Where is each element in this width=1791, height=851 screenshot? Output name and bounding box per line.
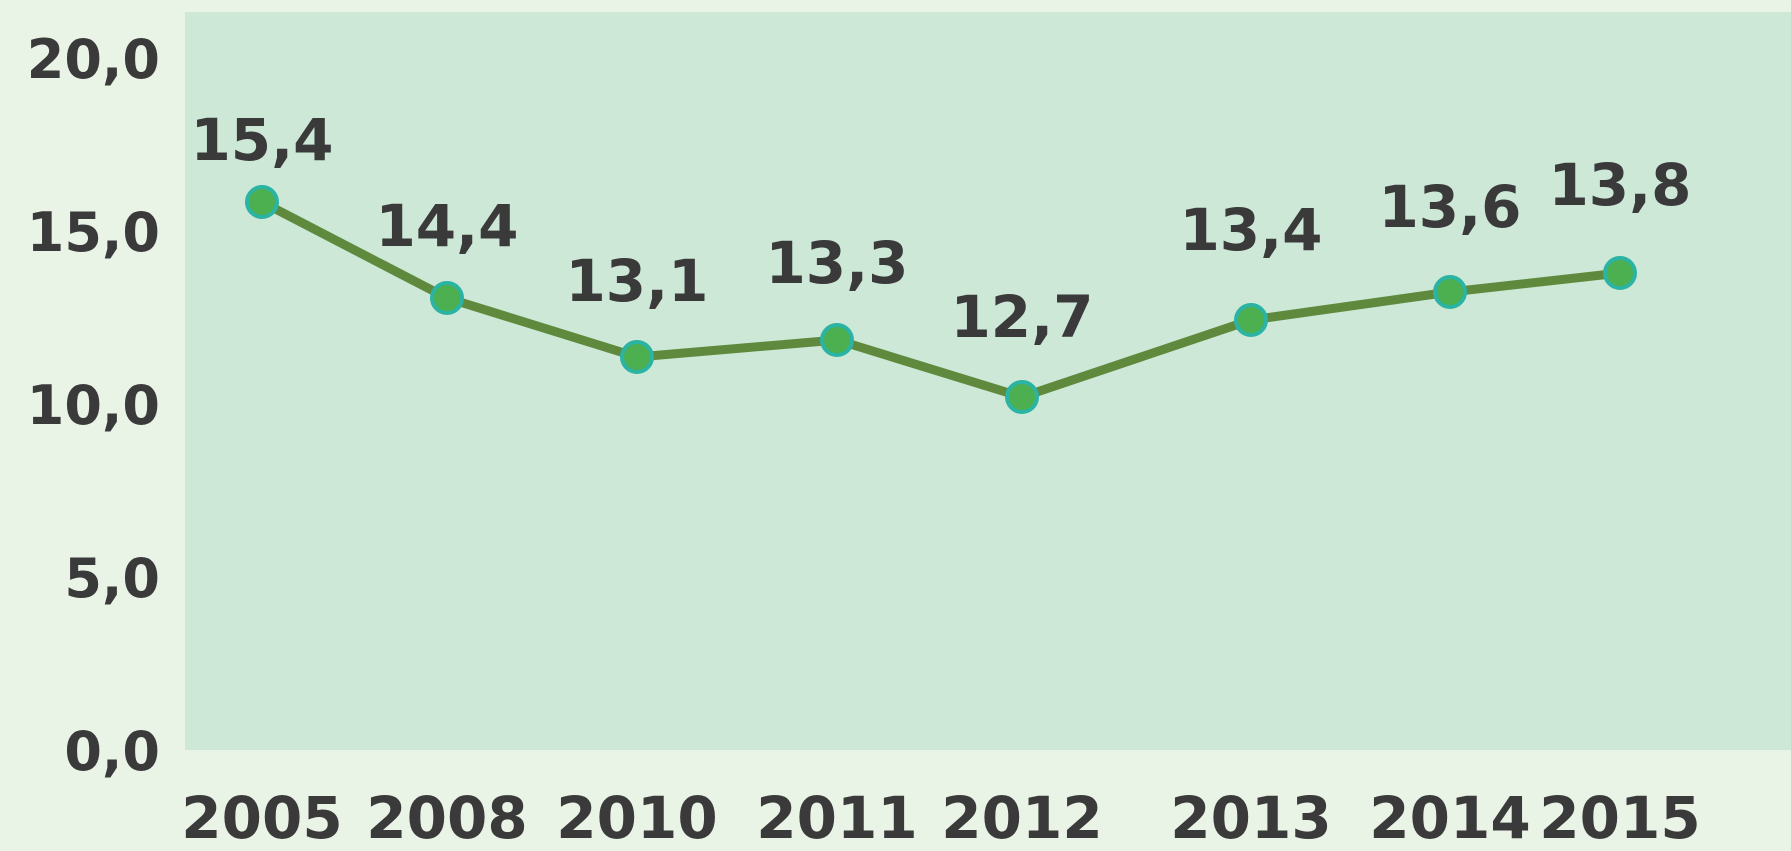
data-labels: 15,4 14,4 13,1 13,3 12,7 13,4 13,6 13,8 <box>190 106 1691 351</box>
plot-area <box>185 12 1791 750</box>
data-label: 12,7 <box>950 283 1093 351</box>
data-label: 13,8 <box>1548 151 1691 219</box>
y-tick-label: 0,0 <box>64 720 160 783</box>
x-axis-ticks: 2005 2008 2010 2011 2012 2013 2014 2015 <box>181 784 1700 851</box>
x-tick-label: 2010 <box>556 784 717 851</box>
data-point <box>1433 275 1467 309</box>
x-tick-label: 2014 <box>1369 784 1530 851</box>
data-point <box>820 323 854 357</box>
x-tick-label: 2005 <box>181 784 342 851</box>
y-tick-label: 5,0 <box>64 547 160 610</box>
y-tick-label: 20,0 <box>27 28 160 91</box>
data-point <box>1005 380 1039 414</box>
data-label: 15,4 <box>190 106 333 174</box>
x-tick-label: 2008 <box>366 784 527 851</box>
series-line <box>257 197 1625 402</box>
data-point <box>430 281 464 315</box>
y-tick-label: 15,0 <box>27 201 160 264</box>
data-label: 13,6 <box>1378 173 1521 241</box>
y-tick-label: 10,0 <box>27 374 160 437</box>
x-tick-label: 2015 <box>1539 784 1700 851</box>
data-point <box>620 340 654 374</box>
x-tick-label: 2011 <box>756 784 917 851</box>
data-label: 14,4 <box>375 192 518 260</box>
series-layer <box>245 185 1637 414</box>
data-point <box>245 185 279 219</box>
data-point <box>1234 303 1268 337</box>
data-point <box>1603 256 1637 290</box>
x-tick-label: 2013 <box>1170 784 1331 851</box>
data-label: 13,3 <box>765 229 908 297</box>
data-label: 13,1 <box>565 247 708 315</box>
data-label: 13,4 <box>1179 196 1322 264</box>
x-tick-label: 2012 <box>941 784 1102 851</box>
y-axis-ticks: 0,0 5,0 10,0 15,0 20,0 <box>27 28 160 783</box>
